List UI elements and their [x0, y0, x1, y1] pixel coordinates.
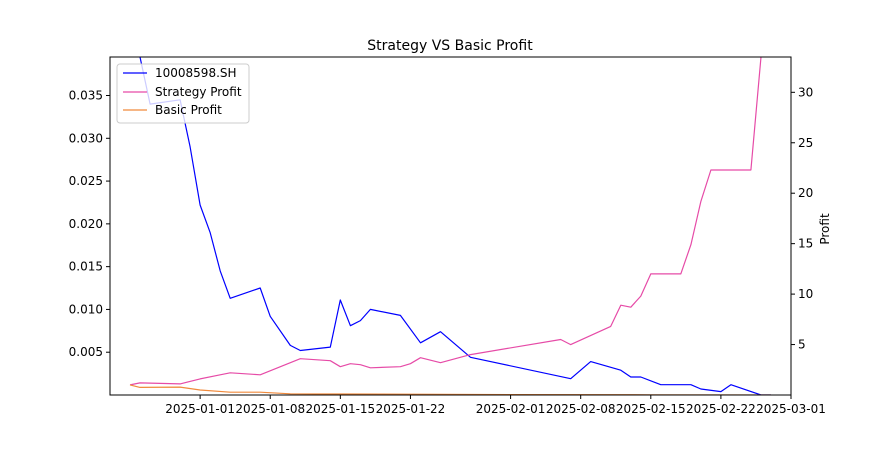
- x-axis: 2025-01-01 2025-01-08 2025-01-15 2025-01-22…: [165, 395, 826, 416]
- right-tick-label: 20: [798, 186, 813, 200]
- x-tick-label: 2025-02-15: [616, 402, 686, 416]
- x-tick-label: 2025-02-01: [476, 402, 546, 416]
- series-line-strategy-profit: [129, 57, 762, 386]
- left-tick-label: 0.015: [69, 260, 103, 274]
- legend-label-10008598: 10008598.SH: [155, 66, 237, 80]
- left-axis: 0.005 0.010 0.015 0.020 0.025 0.030 0.035: [69, 89, 110, 359]
- right-tick-label: 5: [798, 338, 806, 352]
- legend-box: [116, 63, 250, 124]
- right-tick-label: 30: [798, 85, 813, 99]
- x-tick-label: 2025-03-01: [756, 402, 826, 416]
- x-tick-label: 2025-02-22: [686, 402, 756, 416]
- right-tick-label: 15: [798, 237, 813, 251]
- left-tick-label: 0.030: [69, 131, 103, 145]
- x-tick-label: 2025-02-08: [546, 402, 616, 416]
- right-axis: 5 10 15 20 25 30: [791, 85, 813, 352]
- left-tick-label: 0.025: [69, 174, 103, 188]
- left-tick-label: 0.005: [69, 345, 103, 359]
- series-line-10008598-sh: [139, 57, 771, 395]
- chart-title: Strategy VS Basic Profit: [367, 38, 533, 54]
- plot-frame: [109, 56, 792, 396]
- left-tick-label: 0.010: [69, 302, 103, 316]
- legend-label-strategy-profit: Strategy Profit: [155, 85, 242, 99]
- left-tick-label: 0.035: [69, 89, 103, 103]
- right-tick-label: 25: [798, 136, 813, 150]
- x-tick-label: 2025-01-15: [305, 402, 375, 416]
- right-tick-label: 10: [798, 287, 813, 301]
- x-tick-label: 2025-01-22: [376, 402, 446, 416]
- x-tick-label: 2025-01-01: [165, 402, 235, 416]
- legend: 10008598.SH Strategy Profit Basic Profit: [116, 63, 250, 124]
- left-tick-label: 0.020: [69, 217, 103, 231]
- x-tick-label: 2025-01-08: [235, 402, 305, 416]
- right-axis-label: Profit: [818, 213, 832, 245]
- legend-label-basic-profit: Basic Profit: [155, 103, 222, 117]
